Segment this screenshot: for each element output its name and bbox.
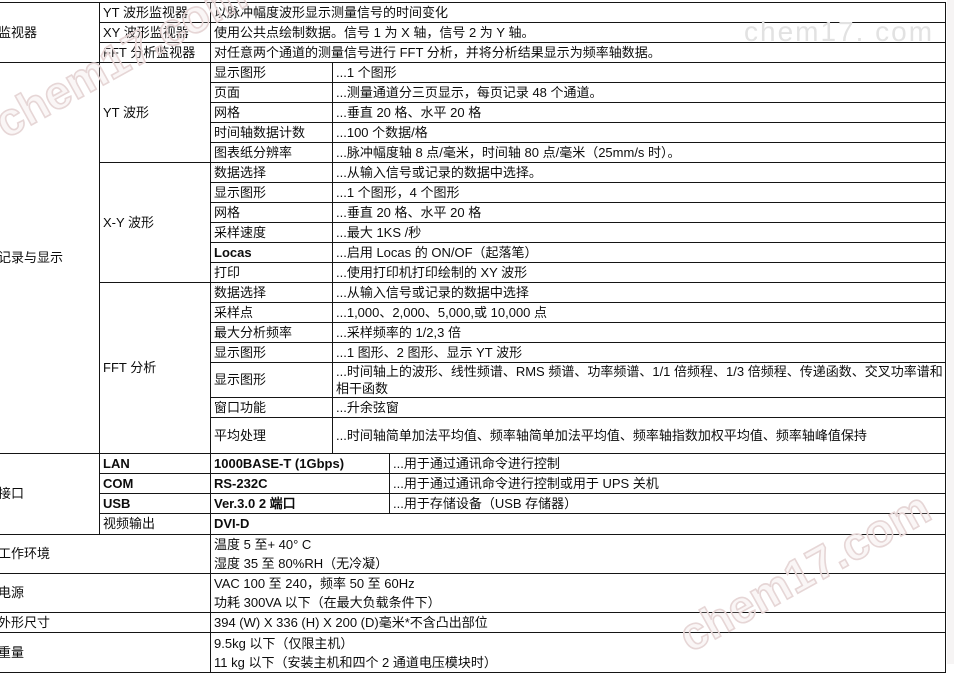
table-row: 网格 ...垂直 20 格、水平 20 格 [0, 102, 947, 123]
cell-value: ...1 图形、2 图形、显示 YT 波形 [331, 342, 947, 363]
table-row: 记录与显示 YT 波形 显示图形 ...1 个图形 [0, 62, 947, 454]
cell-category-power: 电源 [0, 573, 211, 613]
cell-category-dimensions: 外形尺寸 [0, 612, 211, 633]
cell-subcategory: XY 波形监视器 [99, 22, 211, 43]
cell-property: 采样速度 [210, 222, 333, 243]
cell-category-interface: 接口 [0, 453, 100, 535]
table-row: 采样速度 ...最大 1KS /秒 [0, 222, 947, 243]
cell-category-environment: 工作环境 [0, 534, 211, 574]
cell-subcategory: FFT 分析监视器 [99, 42, 211, 63]
cell-property: 采样点 [210, 302, 333, 323]
cell-subcategory: COM [99, 473, 211, 494]
table-row: 最大分析频率 ...采样频率的 1/2,3 倍 [0, 322, 947, 343]
cell-category-monitor: 监视器 [0, 2, 100, 63]
cell-property: 显示图形 [210, 182, 333, 203]
cell-description: ...用于通过通讯命令进行控制 [388, 453, 947, 474]
cell-value: VAC 100 至 240，频率 50 至 60Hz 功耗 300VA 以下（在… [209, 573, 947, 613]
cell-property: 网格 [210, 102, 333, 123]
cell-value: ...时间轴上的波形、线性频谱、RMS 频谱、功率频谱、1/1 倍频程、1/3 … [331, 362, 947, 398]
cell-property: 打印 [210, 262, 333, 283]
table-row: XY 波形监视器 使用公共点绘制数据。信号 1 为 X 轴，信号 2 为 Y 轴… [0, 22, 947, 43]
cell-value: ...1 个图形，4 个图形 [331, 182, 947, 203]
cell-value: DVI-D [209, 513, 947, 535]
cell-description: ...用于存储设备（USB 存储器） [388, 493, 947, 514]
table-row: COM RS-232C ...用于通过通讯命令进行控制或用于 UPS 关机 [0, 473, 947, 494]
cell-value: 394 (W) X 336 (H) X 200 (D)毫米*不含凸出部位 [209, 612, 947, 633]
table-row: FFT 分析监视器 对任意两个通道的测量信号进行 FFT 分析，并将分析结果显示… [0, 42, 947, 63]
table-row: 平均处理 ...时间轴简单加法平均值、频率轴简单加法平均值、频率轴指数加权平均值… [0, 417, 947, 454]
cell-property: 数据选择 [210, 282, 333, 303]
table-row: FFT 分析 数据选择 ...从输入信号或记录的数据中选择 [0, 282, 947, 454]
cell-value: ...使用打印机打印绘制的 XY 波形 [331, 262, 947, 283]
table-row: 电源 VAC 100 至 240，频率 50 至 60Hz 功耗 300VA 以… [0, 573, 947, 613]
cell-description: 对任意两个通道的测量信号进行 FFT 分析，并将分析结果显示为频率轴数据。 [209, 42, 947, 63]
cell-category-weight: 重量 [0, 632, 211, 673]
cell-subcategory: USB [99, 493, 211, 514]
table-row: 重量 9.5kg 以下（仅限主机） 11 kg 以下（安装主机和四个 2 通道电… [0, 632, 947, 673]
cell-description: 使用公共点绘制数据。信号 1 为 X 轴，信号 2 为 Y 轴。 [209, 22, 947, 43]
cell-value: RS-232C [210, 473, 390, 494]
table-row: 采样点 ...1,000、2,000、5,000,或 10,000 点 [0, 302, 947, 323]
cell-subcategory-fft: FFT 分析 [99, 282, 211, 454]
table-row: 视频输出 DVI-D [0, 513, 947, 535]
cell-value: 1000BASE-T (1Gbps) [210, 453, 390, 474]
table-row: 显示图形 ...时间轴上的波形、线性频谱、RMS 频谱、功率频谱、1/1 倍频程… [0, 362, 947, 398]
cell-value: ...启用 Locas 的 ON/OF（起落笔） [331, 242, 947, 263]
cell-value: 温度 5 至+ 40° C 湿度 35 至 80%RH（无冷凝） [209, 534, 947, 574]
cell-property: Locas [210, 242, 333, 263]
cell-subcategory: 视频输出 [99, 513, 211, 535]
cell-value: ...1 个图形 [331, 62, 947, 83]
cell-value: ...100 个数据/格 [331, 122, 947, 143]
cell-value: ...采样频率的 1/2,3 倍 [331, 322, 947, 343]
cell-value: ...最大 1KS /秒 [331, 222, 947, 243]
table-row: 工作环境 温度 5 至+ 40° C 湿度 35 至 80%RH（无冷凝） [0, 534, 947, 574]
cell-description: 以脉冲幅度波形显示测量信号的时间变化 [209, 2, 947, 23]
cell-value: ...1,000、2,000、5,000,或 10,000 点 [331, 302, 947, 323]
table-row: X-Y 波形 数据选择 ...从输入信号或记录的数据中选择。 [0, 162, 947, 283]
table-row: 接口 LAN 1000BASE-T (1Gbps) ...用于通过通讯命令进行控… [0, 453, 947, 535]
table-row: USB Ver.3.0 2 端口 ...用于存储设备（USB 存储器） [0, 493, 947, 514]
cell-property: 图表纸分辨率 [210, 142, 333, 163]
cell-subcategory: YT 波形监视器 [99, 2, 211, 23]
cell-value: ...从输入信号或记录的数据中选择 [331, 282, 947, 303]
cell-property: 网格 [210, 202, 333, 223]
cell-property: 显示图形 [210, 62, 333, 83]
cell-value: ...测量通道分三页显示，每页记录 48 个通道。 [331, 82, 947, 103]
table-row: 打印 ...使用打印机打印绘制的 XY 波形 [0, 262, 947, 283]
cell-value: ...时间轴简单加法平均值、频率轴简单加法平均值、频率轴指数加权平均值、频率轴峰… [331, 417, 947, 454]
cell-property: 窗口功能 [210, 397, 333, 418]
cell-subcategory-yt: YT 波形 [99, 62, 211, 163]
cell-property: 显示图形 [210, 362, 333, 398]
cell-subcategory: LAN [99, 453, 211, 474]
scan-edge-artifact [947, 0, 954, 664]
table-row: 外形尺寸 394 (W) X 336 (H) X 200 (D)毫米*不含凸出部… [0, 612, 947, 633]
cell-property: 平均处理 [210, 417, 333, 454]
table-row: Locas ...启用 Locas 的 ON/OF（起落笔） [0, 242, 947, 263]
table-row: 监视器 YT 波形监视器 以脉冲幅度波形显示测量信号的时间变化 [0, 2, 947, 63]
cell-property: 数据选择 [210, 162, 333, 183]
cell-value: Ver.3.0 2 端口 [210, 493, 390, 514]
cell-category-record-display: 记录与显示 [0, 62, 100, 454]
cell-property: 页面 [210, 82, 333, 103]
cell-value: 9.5kg 以下（仅限主机） 11 kg 以下（安装主机和四个 2 通道电压模块… [209, 632, 947, 673]
cell-property: 显示图形 [210, 342, 333, 363]
table-row: 显示图形 ...1 个图形，4 个图形 [0, 182, 947, 203]
cell-property: 最大分析频率 [210, 322, 333, 343]
cell-value: ...脉冲幅度轴 8 点/毫米，时间轴 80 点/毫米（25mm/s 时）。 [331, 142, 947, 163]
cell-description: ...用于通过通讯命令进行控制或用于 UPS 关机 [388, 473, 947, 494]
cell-value: ...升余弦窗 [331, 397, 947, 418]
table-row: 窗口功能 ...升余弦窗 [0, 397, 947, 418]
cell-value: ...从输入信号或记录的数据中选择。 [331, 162, 947, 183]
cell-subcategory-xy: X-Y 波形 [99, 162, 211, 283]
cell-value: ...垂直 20 格、水平 20 格 [331, 102, 947, 123]
cell-value: ...垂直 20 格、水平 20 格 [331, 202, 947, 223]
cell-property: 时间轴数据计数 [210, 122, 333, 143]
